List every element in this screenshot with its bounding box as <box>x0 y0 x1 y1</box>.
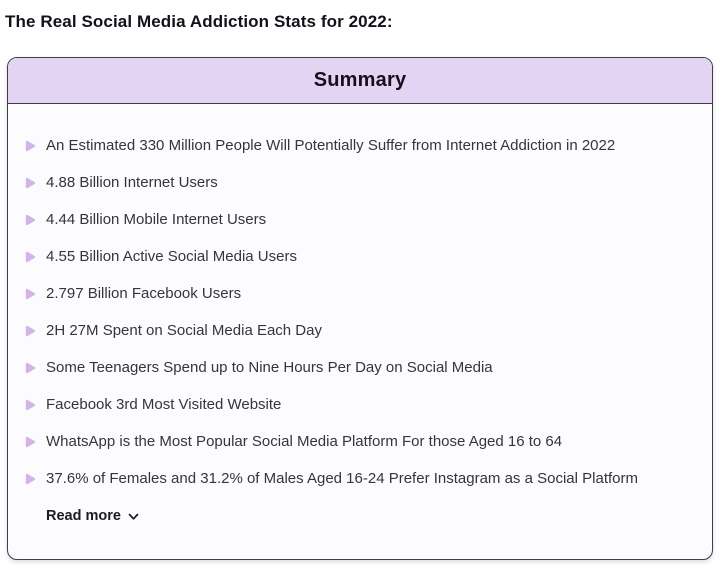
list-item: 4.44 Billion Mobile Internet Users <box>25 201 692 238</box>
chevron-down-icon <box>128 513 139 521</box>
triangle-right-icon <box>25 177 36 189</box>
triangle-right-icon <box>25 473 36 485</box>
summary-card-title: Summary <box>313 69 407 91</box>
list-item-text: 2H 27M Spent on Social Media Each Day <box>46 322 322 339</box>
list-item-text: 2.797 Billion Facebook Users <box>46 285 242 302</box>
list-item-text: WhatsApp is the Most Popular Social Medi… <box>46 433 563 450</box>
list-item: An Estimated 330 Million People Will Pot… <box>25 127 692 164</box>
list-item: Facebook 3rd Most Visited Website <box>25 386 692 423</box>
list-item-text: 4.44 Billion Mobile Internet Users <box>46 211 267 228</box>
list-item-text: 37.6% of Females and 31.2% of Males Aged… <box>46 470 638 487</box>
triangle-right-icon <box>25 140 36 152</box>
triangle-right-icon <box>25 399 36 411</box>
read-more-button[interactable]: Read more <box>46 508 139 524</box>
list-item-text: 4.55 Billion Active Social Media Users <box>46 248 297 265</box>
read-more-row: Read more <box>25 497 692 534</box>
list-item: 4.55 Billion Active Social Media Users <box>25 238 692 275</box>
page-title: The Real Social Media Addiction Stats fo… <box>5 12 393 31</box>
summary-list: An Estimated 330 Million People Will Pot… <box>8 104 712 559</box>
list-item: Some Teenagers Spend up to Nine Hours Pe… <box>25 349 692 386</box>
list-item-text: Facebook 3rd Most Visited Website <box>46 396 282 413</box>
list-item: 37.6% of Females and 31.2% of Males Aged… <box>25 460 692 497</box>
list-item-text: An Estimated 330 Million People Will Pot… <box>46 137 616 154</box>
triangle-right-icon <box>25 251 36 263</box>
triangle-right-icon <box>25 214 36 226</box>
list-item: 2H 27M Spent on Social Media Each Day <box>25 312 692 349</box>
summary-card: Summary An Estimated 330 Million People … <box>7 57 713 560</box>
list-item: 2.797 Billion Facebook Users <box>25 275 692 312</box>
triangle-right-icon <box>25 362 36 374</box>
list-item: 4.88 Billion Internet Users <box>25 164 692 201</box>
summary-card-header: Summary <box>8 58 712 104</box>
triangle-right-icon <box>25 325 36 337</box>
read-more-label: Read more <box>46 507 121 524</box>
list-item-text: 4.88 Billion Internet Users <box>46 174 218 191</box>
triangle-right-icon <box>25 436 36 448</box>
list-item-text: Some Teenagers Spend up to Nine Hours Pe… <box>46 359 493 376</box>
list-item: WhatsApp is the Most Popular Social Medi… <box>25 423 692 460</box>
triangle-right-icon <box>25 288 36 300</box>
